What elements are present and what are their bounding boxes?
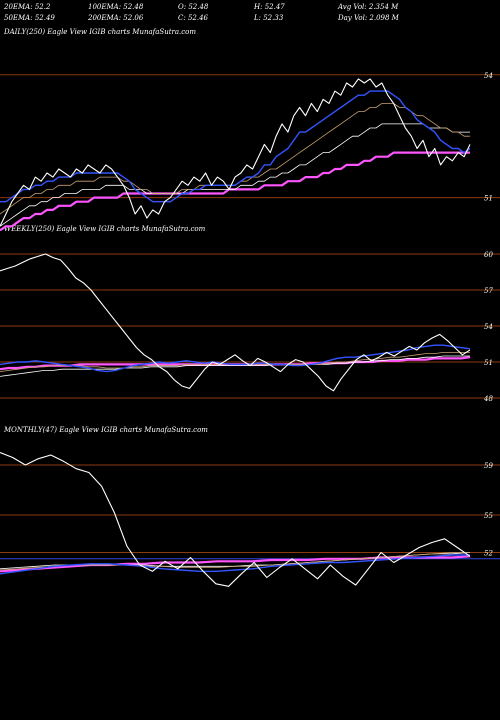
monthly-chart-panel: 59 55 52 xyxy=(0,451,500,587)
daily-series-ema-long xyxy=(0,151,470,232)
daily-chart-panel: 54 51 xyxy=(0,72,500,232)
header-20ema: 20EMA: 52.2 xyxy=(3,3,51,11)
header-100ema: 100EMA: 52.48 xyxy=(88,3,144,11)
monthly-series-ema-long xyxy=(0,555,471,573)
weekly-series-ema-slow xyxy=(0,355,470,377)
header-avg-vol: Avg Vol: 2.354 M xyxy=(337,3,399,11)
daily-series-ema-fast xyxy=(0,90,471,203)
header-close: C: 52.46 xyxy=(178,14,209,22)
weekly-chart-panel: 60 57 54 51 48 xyxy=(0,251,500,403)
weekly-tick-label-51: 51 xyxy=(484,359,493,367)
monthly-panel-label: MONTHLY(47) Eagle View IGIB charts Munaf… xyxy=(3,426,208,434)
weekly-panel-label: WEEKLY(250) Eagle View IGIB charts Munaf… xyxy=(4,225,206,233)
monthly-tick-label-55: 55 xyxy=(484,512,493,520)
weekly-tick-label-60: 60 xyxy=(484,251,493,259)
daily-tick-label-54: 54 xyxy=(484,72,493,80)
daily-series-ema-slow xyxy=(0,123,470,227)
weekly-series-ema-fast xyxy=(0,344,471,373)
header-day-vol: Day Vol: 2.098 M xyxy=(337,14,400,22)
header-open: O: 52.48 xyxy=(178,3,209,11)
header: 20EMA: 52.2 100EMA: 52.48 O: 52.48 H: 52… xyxy=(3,3,400,22)
daily-tick-label-51: 51 xyxy=(484,195,493,203)
header-high: H: 52.47 xyxy=(253,3,285,11)
weekly-tick-label-57: 57 xyxy=(484,287,493,295)
monthly-tick-label-59: 59 xyxy=(484,462,493,470)
weekly-tick-label-48: 48 xyxy=(483,395,493,403)
header-low: L: 52.33 xyxy=(253,14,284,22)
weekly-tick-label-54: 54 xyxy=(484,323,493,331)
monthly-series-ema-fast xyxy=(0,554,470,575)
weekly-series-ema-long xyxy=(0,356,471,371)
daily-panel-label: DAILY(250) Eagle View IGIB charts Munafa… xyxy=(3,28,196,36)
weekly-series-price xyxy=(0,253,471,392)
header-200ema: 200EMA: 52.06 xyxy=(87,14,144,22)
daily-series-price xyxy=(0,78,471,227)
monthly-series-price xyxy=(0,451,471,587)
header-50ema: 50EMA: 52.49 xyxy=(4,14,55,22)
monthly-tick-label-52: 52 xyxy=(484,550,493,558)
